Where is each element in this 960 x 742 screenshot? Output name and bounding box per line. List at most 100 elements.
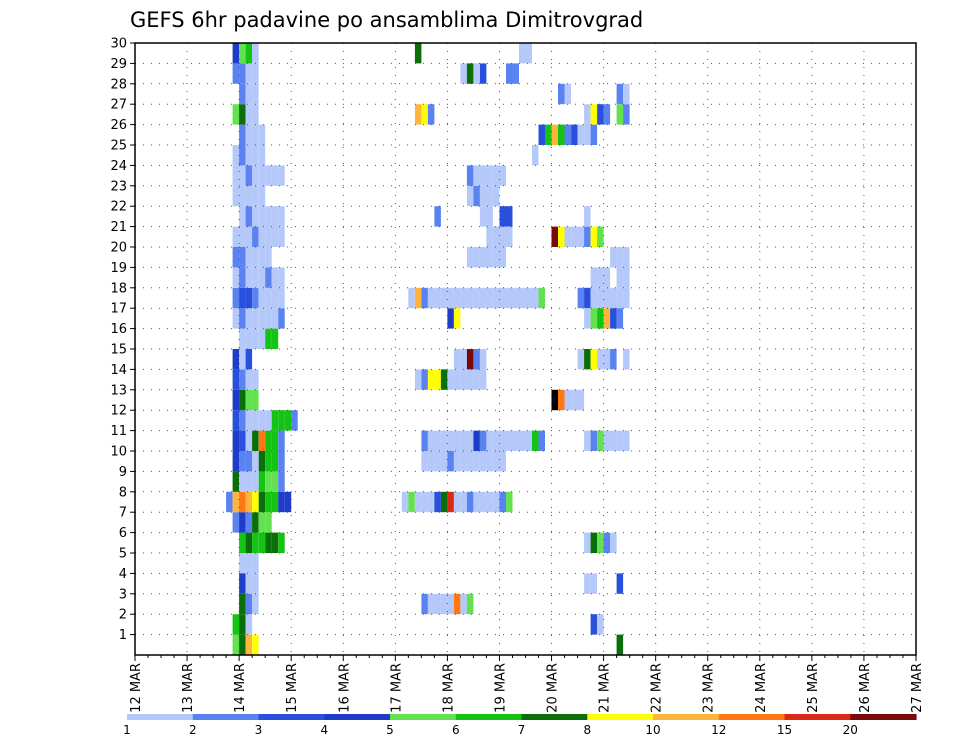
heatmap-cell-406 (623, 430, 630, 451)
legend-label-4: 4 (320, 723, 328, 737)
heatmap-cell-7 (245, 532, 253, 553)
y-tick-label-17: 17 (110, 302, 127, 317)
heatmap-cell-31 (245, 471, 253, 492)
heatmap-cell-275 (525, 287, 532, 309)
heatmap-cell-260 (427, 287, 435, 309)
heatmap-cell-231 (493, 430, 500, 451)
heatmap-cell-331 (584, 124, 591, 145)
heatmap-cell-288 (466, 165, 474, 186)
heatmap-cell-202 (479, 491, 487, 513)
heatmap-cell-263 (447, 287, 454, 309)
heatmap-cell-20 (232, 491, 240, 513)
heatmap-cell-342 (597, 226, 604, 247)
y-tick-label-29: 29 (110, 57, 127, 72)
heatmap-cell-387 (597, 104, 604, 125)
heatmap-cell-389 (616, 104, 624, 125)
heatmap-cell-25 (265, 491, 272, 513)
heatmap-cell-239 (414, 369, 422, 390)
heatmap-cell-54 (239, 410, 246, 431)
heatmap-cell-88 (232, 287, 240, 309)
chart-title: GEFS 6hr padavine po ansamblima Dimitrov… (130, 8, 643, 32)
heatmap-cell-129 (258, 185, 266, 207)
heatmap-cell-201 (473, 491, 480, 513)
heatmap-cell-0 (232, 634, 240, 655)
heatmap-cell-359 (603, 308, 611, 329)
heatmap-cell-213 (460, 451, 467, 472)
heatmap-cell-143 (239, 124, 246, 145)
heatmap-cell-330 (577, 124, 585, 145)
heatmap-cell-211 (447, 451, 454, 472)
heatmap-cell-403 (616, 247, 624, 268)
heatmap-cell-45 (232, 430, 240, 451)
heatmap-cell-67 (232, 369, 240, 390)
y-tick-label-26: 26 (110, 118, 127, 133)
heatmap-cell-86 (271, 308, 279, 329)
y-tick-label-1: 1 (119, 628, 127, 643)
heatmap-cell-194 (427, 491, 435, 513)
heatmap-cell-221 (427, 430, 435, 451)
heatmap-cell-170 (245, 553, 253, 574)
heatmap-cell-106 (245, 247, 253, 268)
heatmap-cell-145 (252, 124, 259, 145)
heatmap-cell-217 (486, 451, 493, 472)
heatmap-cell-69 (245, 369, 253, 390)
heatmap-cell-285 (479, 185, 487, 207)
heatmap-cell-264 (453, 287, 461, 309)
heatmap-cell-10 (265, 532, 272, 553)
heatmap-cell-87 (278, 308, 285, 329)
heatmap-cell-279 (421, 104, 428, 125)
heatmap-cell-24 (258, 491, 266, 513)
heatmap-cell-271 (499, 287, 506, 309)
heatmap-cell-291 (486, 165, 493, 186)
heatmap-cell-174 (252, 573, 259, 594)
heatmap-cell-388 (603, 104, 611, 125)
y-tick-label-2: 2 (119, 608, 127, 623)
heatmap-cell-356 (584, 308, 591, 329)
heatmap-cell-345 (564, 389, 571, 411)
legend-label-5: 5 (386, 723, 394, 737)
heatmap-cell-209 (434, 451, 441, 472)
heatmap-cell-297 (506, 206, 513, 227)
heatmap-cell-321 (519, 43, 526, 64)
y-tick-label-20: 20 (110, 241, 127, 256)
heatmap-cell-34 (265, 471, 272, 492)
heatmap-cell-177 (252, 593, 259, 615)
heatmap-cell-337 (564, 226, 571, 247)
color-scale-legend: 1 2 3 4 5 6 7 8 10 12 15 20 (123, 714, 917, 737)
heatmap-cell-18 (265, 512, 272, 533)
y-axis-ticks: 1234567891011121314151617181920212223242… (110, 37, 135, 643)
heatmap-cell-401 (623, 267, 630, 288)
heatmap-cell-17 (258, 512, 266, 533)
heatmap-cell-14 (239, 512, 246, 533)
heatmap-cell-210 (440, 451, 448, 472)
heatmap-cell-334 (564, 83, 571, 105)
heatmap-cell-192 (414, 491, 422, 513)
legend-label-15: 15 (777, 723, 792, 737)
heatmap-cell-183 (427, 593, 435, 615)
heatmap-cell-198 (453, 491, 461, 513)
heatmap-cell-132 (245, 165, 253, 186)
heatmap-cell-39 (245, 451, 253, 472)
heatmap-cell-243 (440, 369, 448, 390)
heatmap-cell-241 (427, 369, 435, 390)
heatmap-cell-44 (278, 451, 285, 472)
heatmap-cell-188 (460, 593, 467, 615)
heatmap-cell-139 (239, 145, 246, 166)
heatmap-cell-370 (597, 430, 604, 451)
heatmap-cell-36 (278, 471, 285, 492)
legend-swatch-0 (127, 714, 194, 720)
heatmap-cell-144 (245, 124, 253, 145)
heatmap-cell-328 (564, 124, 571, 145)
heatmap-cell-151 (239, 83, 246, 105)
heatmap-cell-32 (252, 471, 259, 492)
heatmap-cell-240 (421, 369, 428, 390)
heatmap-cell-140 (245, 145, 253, 166)
heatmap-cell-276 (532, 287, 539, 309)
heatmap-cell-116 (271, 226, 279, 247)
heatmap-cell-303 (460, 63, 467, 84)
heatmap-cell-66 (252, 389, 259, 411)
heatmap-cell-407 (623, 349, 630, 370)
heatmap-cell-12 (278, 532, 285, 553)
y-tick-label-23: 23 (110, 179, 127, 194)
